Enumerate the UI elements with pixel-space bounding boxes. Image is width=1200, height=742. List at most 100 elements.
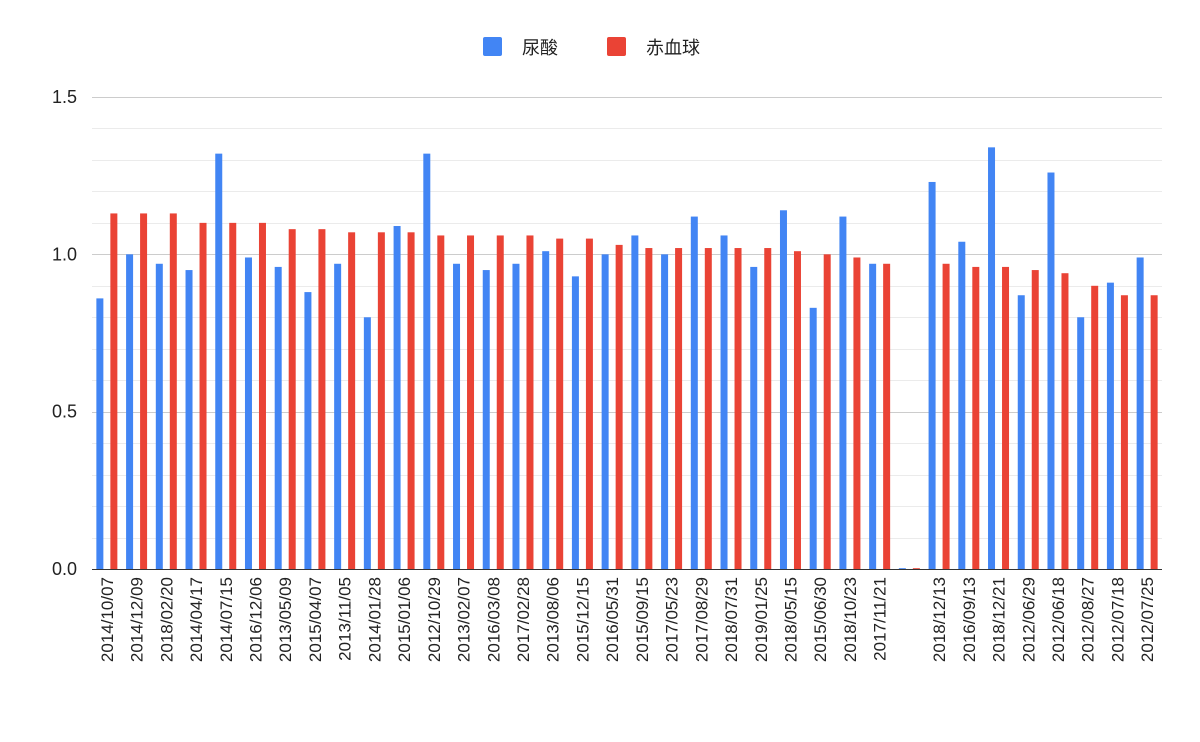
y-tick-label: 0.0 bbox=[52, 559, 77, 579]
red-blood-cell-bar bbox=[407, 232, 415, 569]
uric-acid-bar bbox=[96, 298, 104, 569]
x-tick-label: 2018/12/21 bbox=[990, 577, 1009, 662]
red-blood-cell-bar bbox=[823, 254, 831, 570]
x-tick-label: 2014/12/09 bbox=[128, 577, 147, 662]
x-tick-label: 2015/01/06 bbox=[395, 577, 414, 662]
x-tick-label: 2017/02/28 bbox=[514, 577, 533, 662]
red-blood-cell-bar bbox=[615, 244, 623, 570]
red-blood-cell-bar bbox=[883, 263, 891, 569]
uric-acid-bar bbox=[1077, 317, 1085, 569]
uric-acid-bar bbox=[720, 235, 728, 569]
x-tick-label: 2012/10/29 bbox=[425, 577, 444, 662]
uric-acid-bar bbox=[661, 254, 669, 570]
uric-acid-bar bbox=[423, 153, 431, 569]
x-tick-label: 2018/07/31 bbox=[722, 577, 741, 662]
x-tick-label: 2014/04/17 bbox=[187, 577, 206, 662]
red-blood-cell-bar bbox=[496, 235, 504, 569]
red-blood-cell-bar bbox=[140, 213, 148, 569]
red-blood-cell-bar bbox=[704, 248, 712, 570]
x-tick-label: 2017/05/23 bbox=[663, 577, 682, 662]
x-tick-label: 2016/05/31 bbox=[603, 577, 622, 662]
uric-acid-bar bbox=[631, 235, 639, 569]
red-blood-cell-bar bbox=[912, 568, 920, 569]
legend-swatch-red-blood-cell bbox=[607, 37, 626, 56]
red-blood-cell-bar bbox=[467, 235, 475, 569]
uric-acid-bar bbox=[304, 292, 312, 569]
uric-acid-bar bbox=[779, 210, 787, 569]
uric-acid-bar bbox=[274, 266, 282, 569]
red-blood-cell-bar bbox=[972, 266, 980, 569]
x-tick-label: 2013/05/09 bbox=[276, 577, 295, 662]
red-blood-cell-bar bbox=[1031, 270, 1039, 569]
uric-acid-bar bbox=[1017, 295, 1025, 569]
red-blood-cell-bar bbox=[199, 222, 207, 569]
red-blood-cell-bar bbox=[1150, 295, 1158, 569]
red-blood-cell-bar bbox=[734, 248, 742, 570]
x-tick-label: 2015/06/30 bbox=[811, 577, 830, 662]
red-blood-cell-bar bbox=[110, 213, 118, 569]
uric-acid-bar bbox=[809, 307, 817, 569]
red-blood-cell-bar bbox=[526, 235, 534, 569]
x-tick-label: 2016/03/08 bbox=[484, 577, 503, 662]
y-axis: 0.0 0.5 1.0 1.5 bbox=[52, 87, 77, 579]
uric-acid-bar bbox=[215, 153, 223, 569]
x-tick-label: 2017/08/29 bbox=[692, 577, 711, 662]
x-tick-label: 2013/02/07 bbox=[455, 577, 474, 662]
legend-swatch-uric-acid bbox=[483, 37, 502, 56]
uric-acid-bar bbox=[1047, 172, 1055, 569]
uric-acid-bar bbox=[363, 317, 371, 569]
legend-label-red-blood-cell: 赤血球 bbox=[646, 38, 700, 59]
uric-acid-bar bbox=[601, 254, 609, 570]
y-tick-label: 1.0 bbox=[52, 244, 77, 264]
red-blood-cell-bar bbox=[288, 229, 296, 569]
uric-acid-bar bbox=[958, 241, 966, 569]
red-blood-cell-bar bbox=[764, 248, 772, 570]
uric-acid-bar bbox=[482, 270, 490, 569]
x-tick-label: 2018/10/23 bbox=[841, 577, 860, 662]
red-blood-cell-bar bbox=[675, 248, 683, 570]
x-tick-label: 2018/05/15 bbox=[782, 577, 801, 662]
red-blood-cell-bar bbox=[258, 222, 266, 569]
red-blood-cell-bar bbox=[1091, 285, 1099, 569]
red-blood-cell-bar bbox=[793, 251, 801, 570]
x-tick-label: 2012/06/18 bbox=[1049, 577, 1068, 662]
x-tick-label: 2015/04/07 bbox=[306, 577, 325, 662]
uric-acid-bar bbox=[453, 263, 461, 569]
x-axis: 2014/10/07 2014/12/09 2018/02/20 2014/04/17… bbox=[92, 569, 1162, 662]
red-blood-cell-bar bbox=[1002, 266, 1010, 569]
x-tick-label: 2012/06/29 bbox=[1019, 577, 1038, 662]
red-blood-cell-bar bbox=[1120, 295, 1128, 569]
uric-acid-bar bbox=[1106, 282, 1114, 569]
x-tick-label: 2013/11/05 bbox=[336, 577, 355, 661]
red-blood-cell-bar bbox=[377, 232, 385, 569]
uric-acid-bar bbox=[155, 263, 163, 569]
red-blood-cell-bar bbox=[229, 222, 237, 569]
uric-acid-bar bbox=[839, 216, 847, 569]
legend-label-uric-acid: 尿酸 bbox=[522, 38, 558, 59]
gridlines bbox=[92, 97, 1162, 539]
uric-acid-bar bbox=[542, 251, 550, 570]
uric-acid-bar bbox=[898, 568, 906, 569]
uric-acid-bar bbox=[244, 257, 252, 569]
uric-acid-bar bbox=[928, 181, 936, 569]
red-blood-cell-bar bbox=[318, 229, 326, 569]
y-tick-label: 1.5 bbox=[52, 87, 77, 107]
x-tick-label: 2014/07/15 bbox=[217, 577, 236, 662]
uric-acid-bar bbox=[185, 270, 193, 569]
x-tick-label: 2018/02/20 bbox=[157, 577, 176, 662]
red-blood-cell-bar bbox=[169, 213, 177, 569]
red-blood-cell-bar bbox=[645, 248, 653, 570]
x-tick-label: 2016/12/06 bbox=[247, 577, 266, 662]
x-tick-label: 2013/08/06 bbox=[544, 577, 563, 662]
red-blood-cell-bar bbox=[437, 235, 445, 569]
x-tick-label: 2018/12/13 bbox=[930, 577, 949, 662]
x-tick-label: 2014/10/07 bbox=[98, 577, 117, 662]
x-tick-label: 2017/11/21 bbox=[871, 577, 890, 661]
uric-acid-bar bbox=[1136, 257, 1144, 569]
uric-acid-bar bbox=[690, 216, 698, 569]
x-tick-label: 2015/09/15 bbox=[633, 577, 652, 662]
x-tick-label: 2012/08/27 bbox=[1079, 577, 1098, 662]
x-tick-label: 2012/07/18 bbox=[1108, 577, 1127, 662]
red-blood-cell-bar bbox=[1061, 273, 1069, 569]
